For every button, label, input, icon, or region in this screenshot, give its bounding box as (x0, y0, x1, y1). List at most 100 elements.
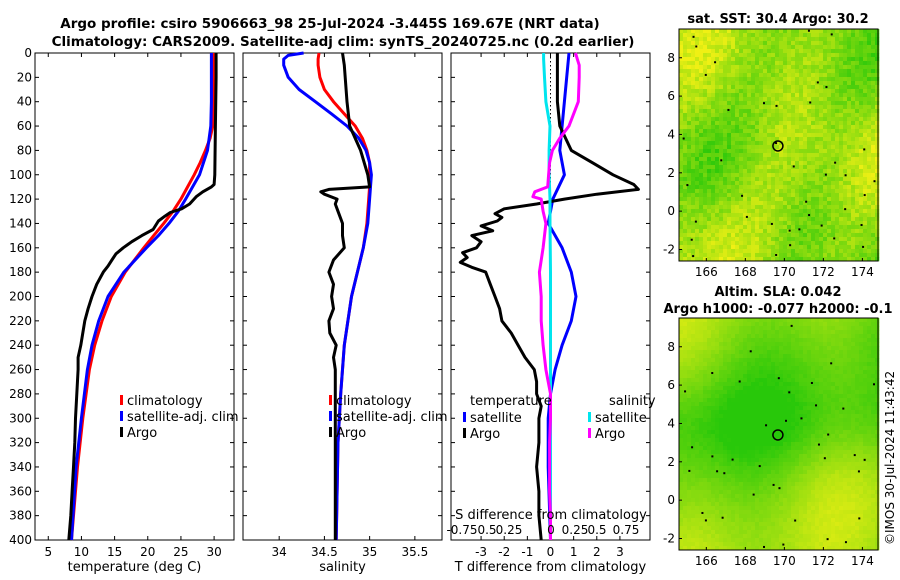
map-x-tick-label: 166 (695, 265, 718, 279)
y-tick-label: 120 (9, 192, 32, 206)
legend-swatch (329, 411, 332, 421)
y-tick-label: 40 (17, 95, 32, 109)
y-tick-label: 400 (9, 533, 32, 547)
y-tick-label: 200 (9, 290, 32, 304)
y-tick-label: 60 (17, 119, 32, 133)
x-tick-label: 10 (74, 545, 89, 559)
legend-swatch (463, 428, 466, 438)
map-x-tick-label: 174 (851, 554, 874, 568)
x-tick-label: 3 (616, 545, 624, 559)
x-tick-label: 15 (107, 545, 122, 559)
map-y-tick-label: 2 (667, 166, 675, 180)
y-tick-label: 160 (9, 241, 32, 255)
map-x-tick-label: 170 (773, 265, 796, 279)
top-tick-label: 0.75 (613, 523, 640, 537)
x-tick-label: 0 (547, 545, 555, 559)
map-y-tick-label: 8 (667, 340, 675, 354)
x-axis-label: temperature (deg C) (68, 560, 202, 575)
map-x-tick-label: 168 (734, 554, 757, 568)
x-tick-label: 2 (593, 545, 601, 559)
y-tick-label: 140 (9, 216, 32, 230)
temperature-series-argo (67, 53, 218, 541)
sst-map-title: sat. SST: 30.4 Argo: 30.2 (687, 12, 868, 27)
legend-label: Argo (595, 427, 625, 442)
sla-map-panel: 166 168 170 172 174 8 6 4 2 0 -2 Altim. SLA: 0.042 A… (663, 285, 892, 568)
legend-title-salinity: salinity (609, 394, 656, 409)
map-y-tick-label: -2 (663, 242, 675, 256)
map-x-tick-label: 170 (773, 554, 796, 568)
legend-label: Argo (127, 426, 157, 441)
y-tick-label: 180 (9, 265, 32, 279)
map-y-tick-label: 0 (667, 493, 675, 507)
map-y-tick-label: 6 (667, 89, 675, 103)
x-tick-label: 20 (140, 545, 155, 559)
header-line2: Climatology: CARS2009. Satellite-adj cli… (52, 34, 635, 50)
argo-position-marker (772, 429, 784, 441)
difference-series-temperature-argo (458, 53, 640, 541)
sla-map-title-line2: Argo h1000: -0.077 h2000: -0.1 (663, 302, 892, 317)
legend-label: Argo (336, 426, 366, 441)
salinity-series-argo (319, 52, 372, 540)
x-tick-label: -3 (475, 545, 487, 559)
y-tick-label: 20 (17, 70, 32, 84)
top-tick-label: -0.75 (446, 523, 477, 537)
y-tick-label: 100 (9, 168, 32, 182)
y-tick-label: 240 (9, 338, 32, 352)
y-tick-label: 260 (9, 363, 32, 377)
legend-label: satellite-adj. clim (127, 410, 239, 425)
temperature-plot-area (34, 52, 235, 541)
salinity-panel: 34 34.5 35 35.5 salinity climatologysatellite… (242, 51, 448, 575)
difference-series-salinity-argo (531, 52, 581, 540)
x-axis-label: T difference from climatology (454, 560, 647, 575)
y-tick-label: 220 (9, 314, 32, 328)
legend-swatch (329, 395, 332, 405)
salinity-plot-area (242, 52, 443, 541)
x-tick-label: -2 (498, 545, 510, 559)
temperature-panel: 0 20 40 60 80 100 120 140 160 180 200 220 240 260 280 3… (9, 46, 239, 575)
legend-label: climatology (127, 394, 203, 409)
legend-label: satellite-adj. clim (336, 410, 448, 425)
difference-panel: -3 -2 -1 0 1 2 3T difference from climatology t… (446, 52, 656, 575)
x-tick-label: -1 (521, 545, 533, 559)
argo-position-marker (772, 140, 784, 152)
map-x-tick-label: 174 (851, 265, 874, 279)
top-tick-label: 0.25 (496, 523, 523, 537)
sla-field (679, 318, 880, 551)
x-tick-label: 30 (206, 545, 221, 559)
x-tick-label: 1 (570, 545, 578, 559)
sst-map-frame (678, 28, 879, 262)
map-y-tick-label: 0 (667, 204, 675, 218)
map-x-tick-label: 166 (695, 554, 718, 568)
legend-swatch (120, 395, 123, 405)
y-tick-label: 80 (17, 143, 32, 157)
map-y-tick-label: 2 (667, 455, 675, 469)
x-tick-label: 34.5 (311, 545, 338, 559)
sst-map-panel: 166 168 170 172 174 8 6 4 2 0 -2 sat. SST: 30.4 Arg… (663, 12, 880, 279)
y-tick-label: 300 (9, 411, 32, 425)
top-tick-label: 0.5 (587, 523, 606, 537)
x-tick-label: 35 (362, 545, 377, 559)
y-tick-label: 380 (9, 509, 32, 523)
map-y-tick-label: 4 (667, 127, 675, 141)
legend-swatch (120, 411, 123, 421)
map-x-tick-label: 172 (812, 265, 835, 279)
legend-title-temperature: temperature (470, 394, 552, 409)
map-x-tick-label: 168 (734, 265, 757, 279)
y-tick-label: 340 (9, 460, 32, 474)
y-tick-label: 320 (9, 436, 32, 450)
legend-label: Argo (470, 427, 500, 442)
top-axis-label: S difference from climatology (455, 508, 647, 523)
map-y-tick-label: 8 (667, 51, 675, 65)
top-tick-label: 0.25 (562, 523, 589, 537)
top-tick-label: 0 (547, 523, 555, 537)
sla-map-frame (678, 317, 879, 551)
x-tick-label: 35.5 (402, 545, 429, 559)
legend-swatch (588, 428, 591, 438)
sla-map-title-line1: Altim. SLA: 0.042 (715, 285, 842, 300)
legend-swatch (120, 427, 123, 437)
sst-field (679, 29, 880, 262)
salinity-series-satellite-adj-clim (282, 51, 373, 541)
x-tick-label: 34 (272, 545, 287, 559)
legend-label: satellite (595, 411, 647, 426)
legend-label: satellite (470, 411, 522, 426)
